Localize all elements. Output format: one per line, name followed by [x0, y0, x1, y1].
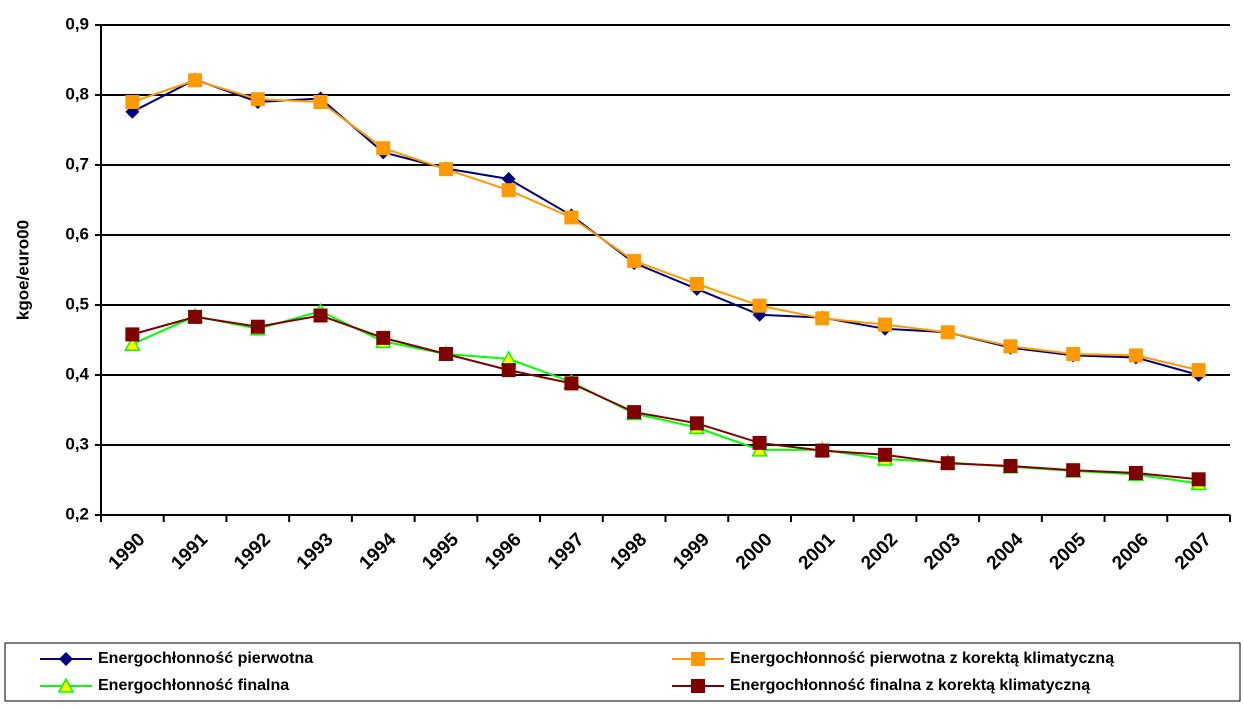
x-tick-label: 2007	[1171, 529, 1216, 574]
marker	[691, 652, 705, 666]
x-tick-label: 1990	[105, 529, 150, 574]
marker	[376, 141, 391, 156]
marker	[501, 172, 516, 186]
x-tick-label: 2002	[857, 529, 902, 574]
y-tick-label: 0,7	[65, 154, 89, 173]
y-tick-label: 0,5	[65, 294, 89, 313]
y-tick-label: 0,4	[65, 364, 89, 383]
marker	[878, 317, 893, 332]
marker	[250, 319, 265, 334]
marker	[1003, 459, 1018, 473]
marker	[250, 92, 265, 107]
x-tick-label: 2006	[1108, 529, 1153, 574]
series-line	[132, 79, 1199, 372]
series-line	[132, 314, 1199, 481]
y-tick-label: 0,2	[65, 504, 89, 523]
legend-label: Energochłonność finalna	[98, 677, 289, 694]
marker	[1003, 339, 1018, 354]
x-tick-label: 1998	[606, 529, 651, 574]
y-tick-label: 0,9	[65, 14, 89, 33]
marker	[438, 347, 453, 361]
marker	[689, 416, 704, 431]
x-tick-label: 1995	[418, 529, 463, 574]
marker	[940, 456, 955, 471]
x-tick-label: 2001	[795, 529, 840, 574]
marker	[376, 330, 391, 345]
marker	[689, 277, 704, 291]
legend-box	[4, 642, 1241, 702]
y-axis-label: kgoe/euro00	[13, 220, 32, 320]
x-tick-label: 1992	[230, 529, 275, 574]
x-tick-label: 2004	[983, 529, 1028, 574]
marker	[188, 73, 203, 88]
marker	[627, 405, 642, 420]
marker	[752, 435, 767, 450]
marker	[815, 311, 830, 326]
legend-label: Energochłonność pierwotna	[98, 650, 313, 667]
marker	[125, 327, 140, 342]
y-tick-label: 0,8	[65, 84, 89, 103]
legend-label: Energochłonność finalna z korektą klimat…	[730, 677, 1090, 694]
x-tick-label: 1994	[356, 529, 401, 574]
marker	[815, 443, 830, 458]
marker	[940, 325, 955, 340]
series-line	[131, 310, 1199, 485]
series-line	[131, 78, 1199, 376]
marker	[1066, 347, 1081, 361]
x-tick-label: 2005	[1046, 529, 1091, 574]
marker	[501, 183, 516, 198]
x-tick-label: 1991	[167, 529, 212, 574]
y-tick-label: 0,6	[65, 224, 89, 243]
marker	[59, 652, 73, 666]
marker	[1066, 463, 1081, 478]
marker	[878, 447, 893, 462]
marker	[1128, 348, 1143, 363]
marker	[501, 363, 516, 378]
marker	[627, 253, 642, 268]
x-tick-label: 1993	[293, 529, 338, 574]
marker	[1191, 472, 1206, 487]
x-tick-label: 2003	[920, 529, 965, 574]
marker	[57, 677, 75, 693]
x-tick-label: 1996	[481, 529, 526, 574]
marker	[752, 298, 767, 313]
marker	[125, 95, 140, 109]
marker	[564, 210, 579, 225]
legend-label: Energochłonność pierwotna z korektą klim…	[730, 650, 1114, 667]
x-tick-label: 2000	[732, 529, 777, 574]
marker	[313, 95, 328, 109]
marker	[1128, 466, 1143, 480]
x-tick-label: 1997	[544, 529, 589, 574]
marker	[188, 309, 203, 324]
marker	[691, 679, 705, 693]
y-tick-label: 0,3	[65, 434, 89, 453]
marker	[564, 376, 579, 391]
marker	[124, 335, 141, 351]
marker	[313, 308, 328, 323]
marker	[1191, 363, 1206, 378]
x-tick-label: 1999	[669, 529, 714, 574]
marker	[438, 162, 453, 177]
